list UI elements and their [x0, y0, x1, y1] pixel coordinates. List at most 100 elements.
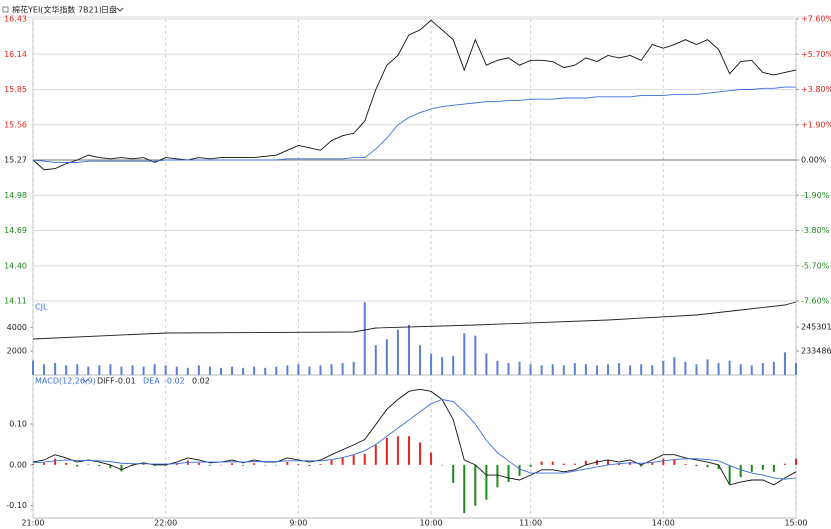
bar	[772, 361, 775, 375]
y2-tick-label: -5.70%	[801, 261, 830, 270]
macd-dropdown[interactable]	[82, 378, 89, 383]
series-line	[32, 399, 797, 480]
bar	[275, 366, 278, 375]
bar	[341, 363, 344, 375]
bar	[76, 364, 79, 375]
y-tick-label: 14.69	[4, 226, 27, 235]
bar	[374, 345, 377, 375]
bar	[629, 365, 632, 375]
dea-readout: -0.02	[164, 377, 185, 386]
bar	[87, 464, 90, 465]
series-line	[32, 19, 797, 171]
bar	[706, 464, 709, 468]
bar	[673, 459, 676, 465]
x-tick-label: 22:00	[154, 519, 177, 528]
bar	[430, 353, 433, 375]
diff-readout: -0.01	[115, 377, 136, 386]
bar	[651, 365, 654, 375]
bar	[76, 464, 79, 467]
bar	[286, 462, 289, 465]
bar	[452, 464, 455, 483]
bar	[750, 464, 753, 472]
series-line	[32, 388, 797, 486]
bar	[761, 464, 764, 470]
bar	[783, 463, 786, 465]
bar	[396, 329, 399, 375]
bar	[795, 458, 797, 465]
header-mode[interactable]: 日盘	[101, 5, 117, 15]
bar	[65, 365, 68, 375]
bar	[120, 366, 123, 375]
bar	[441, 357, 444, 375]
y-tick-label: 15.27	[4, 156, 27, 165]
bar	[219, 464, 222, 466]
bar	[496, 360, 499, 375]
header-title: 棉花YEI(文华指数 7B21)	[12, 5, 102, 15]
bar	[441, 464, 444, 466]
bar	[739, 464, 742, 478]
dropdown-icon[interactable]	[116, 7, 124, 12]
bar	[761, 363, 764, 375]
bar	[695, 364, 698, 375]
y-tick-label: 0.10	[9, 420, 27, 429]
bar	[396, 436, 399, 465]
bar	[54, 363, 57, 375]
bar	[607, 364, 610, 375]
y-tick-label: 16.14	[4, 50, 27, 59]
bar	[208, 366, 211, 375]
y-tick-label: 15.56	[4, 120, 27, 129]
bar	[518, 361, 521, 375]
bar	[463, 333, 466, 375]
bar	[98, 464, 101, 467]
y-tick-label: 14.40	[4, 261, 27, 270]
bar	[485, 353, 488, 375]
bar	[595, 365, 598, 375]
bar	[109, 464, 112, 469]
y-tick-label: 0.00	[9, 460, 27, 469]
bar	[330, 459, 333, 465]
volume-label: CJL	[35, 303, 48, 312]
x-tick-label: 9:00	[289, 519, 307, 528]
bar	[463, 464, 466, 514]
bar	[308, 464, 311, 467]
bar	[253, 366, 256, 375]
bar	[673, 357, 676, 375]
bar	[363, 453, 366, 465]
bar	[485, 464, 488, 500]
x-tick-label: 11:00	[519, 519, 542, 528]
y2-tick-label: -3.80%	[801, 226, 830, 235]
bar	[297, 464, 300, 465]
bar	[54, 458, 57, 465]
dea-label: DEA	[143, 377, 160, 386]
bar	[43, 462, 46, 465]
bar	[795, 363, 797, 375]
bar	[618, 363, 621, 375]
bar	[297, 364, 300, 375]
bar	[562, 365, 565, 375]
bar	[385, 437, 388, 465]
bar	[430, 452, 433, 465]
bar	[142, 366, 145, 375]
bar	[783, 352, 786, 375]
bar	[573, 463, 576, 465]
bar	[640, 364, 643, 375]
y2-tick-label: -7.60%	[801, 297, 830, 306]
bar	[584, 460, 587, 465]
bar	[374, 444, 377, 465]
bar	[629, 462, 632, 465]
bar	[728, 360, 731, 375]
y-tick-label: 2000	[7, 347, 27, 356]
bar	[43, 364, 46, 375]
bar	[419, 345, 422, 375]
bar	[717, 464, 720, 469]
y-tick-label: 4000	[7, 323, 27, 332]
bar	[197, 365, 200, 375]
bar	[208, 464, 211, 466]
bar	[264, 464, 267, 466]
bar	[507, 464, 510, 483]
bar	[264, 367, 267, 375]
bar	[706, 359, 709, 375]
bar	[319, 365, 322, 375]
y2-tick-label: -1.90%	[801, 191, 830, 200]
bar	[153, 364, 156, 375]
